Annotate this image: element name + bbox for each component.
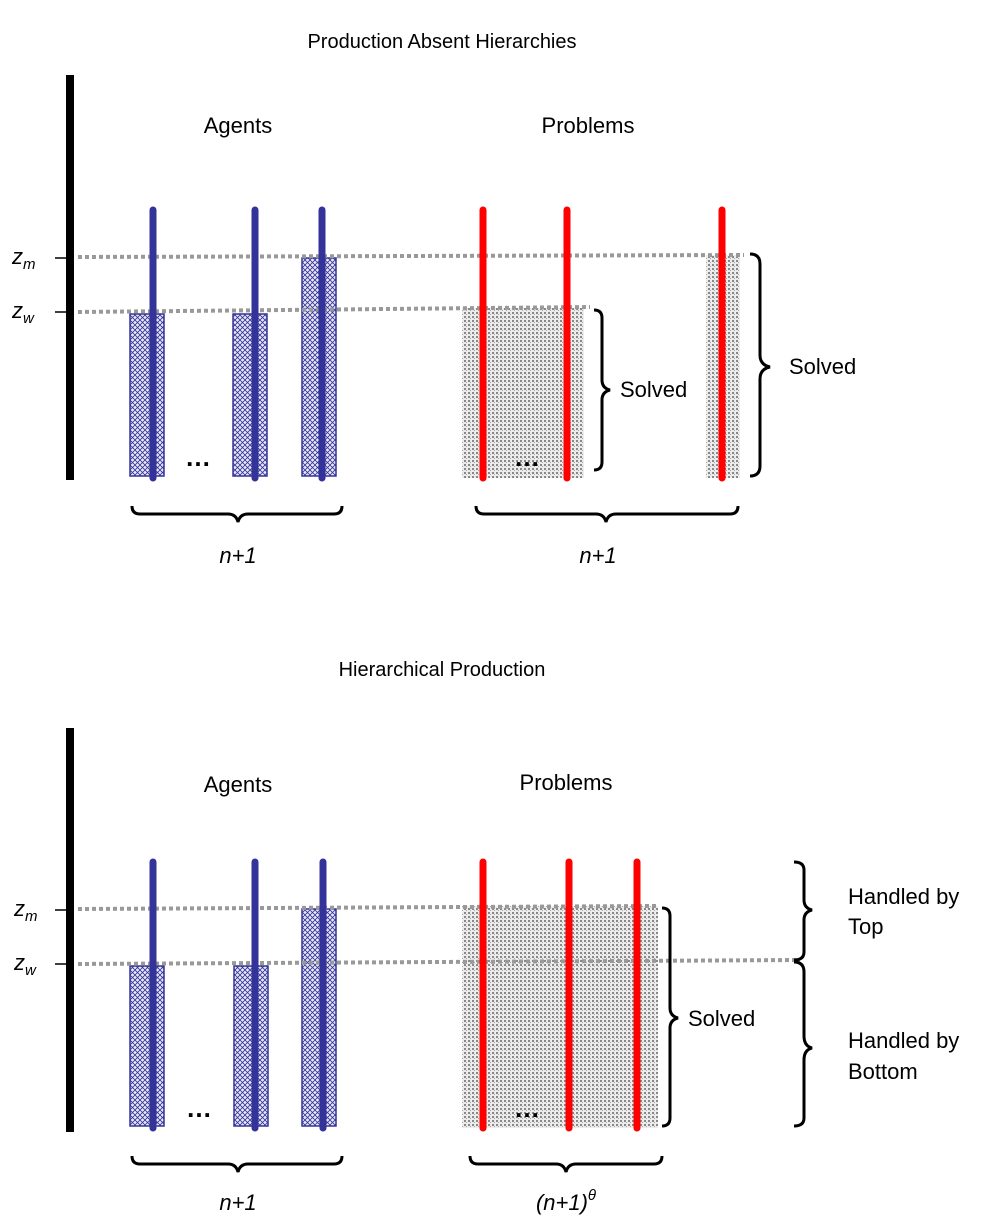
bottom-agents-label: Agents bbox=[204, 772, 273, 797]
bottom-handled-top-brace bbox=[793, 860, 813, 962]
top-agent-box-2 bbox=[232, 313, 268, 477]
bottom-zm-guide bbox=[77, 904, 657, 911]
top-agents-label: Agents bbox=[204, 113, 273, 138]
bottom-agents-count-brace bbox=[130, 1155, 344, 1173]
top-agents-count: n+1 bbox=[219, 543, 256, 568]
bottom-problem-solved-region bbox=[462, 906, 658, 1128]
top-agent-box-1 bbox=[129, 313, 165, 477]
bottom-zw-guide bbox=[77, 958, 801, 966]
bottom-handled-bottom-brace bbox=[793, 960, 813, 1128]
bottom-zw-label: zw bbox=[13, 950, 37, 979]
top-solved-outer-brace bbox=[749, 252, 771, 478]
bottom-problems-count: (n+1)θ bbox=[536, 1187, 596, 1215]
bottom-panel: Hierarchical Production Agents Problems … bbox=[13, 659, 959, 1215]
bottom-problems-count-brace bbox=[468, 1155, 664, 1173]
top-problems-ellipsis: … bbox=[514, 442, 540, 472]
bottom-handled-top-line2: Top bbox=[848, 914, 883, 939]
top-solved-inner-brace bbox=[593, 308, 611, 472]
bottom-problems-label: Problems bbox=[520, 770, 613, 795]
top-title: Production Absent Hierarchies bbox=[307, 31, 576, 53]
bottom-handled-bottom-line1: Handled by bbox=[848, 1028, 959, 1053]
top-agents-count-brace bbox=[130, 505, 344, 523]
top-zm-guide bbox=[77, 253, 745, 259]
bottom-agent-box-3 bbox=[301, 908, 337, 1127]
bottom-solved-brace bbox=[661, 906, 679, 1128]
top-agents-ellipsis: … bbox=[185, 442, 211, 472]
bottom-handled-top-line1: Handled by bbox=[848, 884, 959, 909]
bottom-agent-box-1 bbox=[129, 965, 165, 1127]
top-solved-outer-label: Solved bbox=[789, 354, 856, 379]
bottom-agent-box-2 bbox=[233, 965, 269, 1127]
top-zw-label: zw bbox=[11, 298, 35, 327]
top-zw-guide bbox=[77, 305, 591, 314]
top-problems-label: Problems bbox=[542, 113, 635, 138]
bottom-agents-ellipsis: … bbox=[186, 1093, 212, 1123]
top-problems-count-brace bbox=[474, 505, 740, 523]
top-solved-inner-label: Solved bbox=[620, 377, 687, 402]
bottom-solved-label: Solved bbox=[688, 1006, 755, 1031]
bottom-problems-ellipsis: … bbox=[514, 1093, 540, 1123]
bottom-handled-bottom-line2: Bottom bbox=[848, 1059, 918, 1084]
top-zm-label: zm bbox=[11, 244, 36, 273]
top-problems-count: n+1 bbox=[579, 543, 616, 568]
bottom-zm-label: zm bbox=[13, 896, 38, 925]
top-panel: Production Absent Hierarchies Agents Pro… bbox=[11, 31, 856, 568]
bottom-title: Hierarchical Production bbox=[339, 659, 546, 681]
bottom-agents-count: n+1 bbox=[219, 1190, 256, 1215]
